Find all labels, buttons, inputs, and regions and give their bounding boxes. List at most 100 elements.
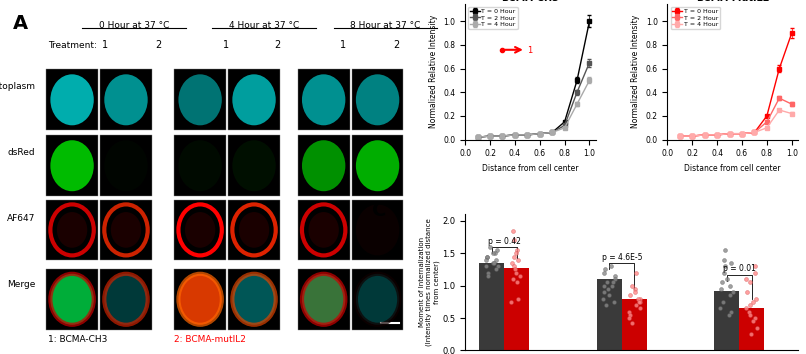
Point [510,270,523,275]
Point [743,280,756,285]
Point [717,299,729,305]
Ellipse shape [178,274,222,325]
Text: Merge: Merge [6,280,35,289]
Point [633,299,646,305]
Ellipse shape [239,212,269,248]
Bar [46,200,98,260]
Text: Cytoplasm: Cytoplasm [0,82,35,91]
Y-axis label: Moment of Internalization
(Intensity times normalized distance
from center): Moment of Internalization (Intensity tim… [418,218,439,346]
Point [714,306,727,311]
Point [749,270,762,275]
Ellipse shape [104,274,147,325]
Text: 1: BCMA-CH3: 1: BCMA-CH3 [48,335,108,344]
Point [598,283,611,289]
Point [512,296,525,302]
Bar [480,263,505,350]
Point [724,292,737,298]
Y-axis label: Normalized Relative Intensity: Normalized Relative Intensity [631,15,640,128]
Point [634,299,646,305]
Bar [351,200,404,260]
Point [743,302,756,308]
Point [726,289,739,295]
Point [750,296,762,302]
Text: dsRed: dsRed [7,148,35,157]
Point [512,257,525,263]
Point [490,257,503,263]
Point [600,302,613,308]
Bar [351,135,404,196]
Bar [298,135,350,196]
Text: 2: BCMA-mutIL2: 2: BCMA-mutIL2 [174,335,246,344]
Bar [100,269,152,330]
Text: p = 4.6E-5: p = 4.6E-5 [601,253,642,262]
Point [634,306,646,311]
Point [484,244,496,250]
Point [488,260,501,266]
Title: BCMA-CH3: BCMA-CH3 [501,0,559,3]
Point [634,296,646,302]
Text: 2: 2 [156,40,162,50]
Ellipse shape [356,204,399,255]
Point [740,306,753,311]
Text: 8 Hour at 37 °C: 8 Hour at 37 °C [351,21,421,30]
Point [482,270,495,275]
Bar [174,69,226,130]
Point [625,320,638,326]
Point [506,260,519,266]
Bar [298,269,350,330]
Point [748,263,761,269]
Ellipse shape [51,140,93,191]
Bar [228,69,280,130]
Bar [174,269,226,330]
Point [631,296,644,302]
Point [609,273,621,279]
Bar [714,291,739,350]
Text: AF647: AF647 [6,214,35,223]
Title: BCMA-MutIL2: BCMA-MutIL2 [696,0,770,3]
Ellipse shape [302,140,345,191]
Point [605,283,618,289]
Bar [100,135,152,196]
Bar [739,308,764,350]
Text: A: A [13,14,27,33]
Bar [46,135,98,196]
Point [745,331,758,337]
Point [628,286,641,292]
Text: 1: 1 [339,40,346,50]
Point [489,267,502,272]
Point [629,270,642,275]
Bar [621,299,646,350]
Point [488,250,501,256]
Text: C: C [372,201,386,220]
Point [608,299,621,305]
Ellipse shape [309,212,339,248]
Point [508,238,521,243]
Ellipse shape [110,212,141,248]
Point [607,280,620,285]
Point [506,228,519,233]
Point [508,254,521,259]
Point [597,296,610,302]
Bar [351,69,404,130]
Point [510,280,523,285]
Ellipse shape [232,140,276,191]
Point [715,286,728,292]
Text: 0 Hour at 37 °C: 0 Hour at 37 °C [98,21,169,30]
Point [743,312,756,318]
Ellipse shape [51,274,93,325]
Point [718,263,731,269]
Ellipse shape [356,74,399,125]
Point [623,309,636,314]
Point [511,247,524,253]
Point [717,270,730,275]
Point [480,263,492,269]
Ellipse shape [178,140,222,191]
X-axis label: Distance from cell center: Distance from cell center [684,164,781,173]
Point [487,250,500,256]
Point [509,267,521,272]
Bar [351,269,404,330]
Legend: T = 0 Hour, T = 2 Hour, T = 4 Hour: T = 0 Hour, T = 2 Hour, T = 4 Hour [671,7,720,29]
Point [622,315,635,321]
Ellipse shape [302,74,345,125]
Bar [46,69,98,130]
